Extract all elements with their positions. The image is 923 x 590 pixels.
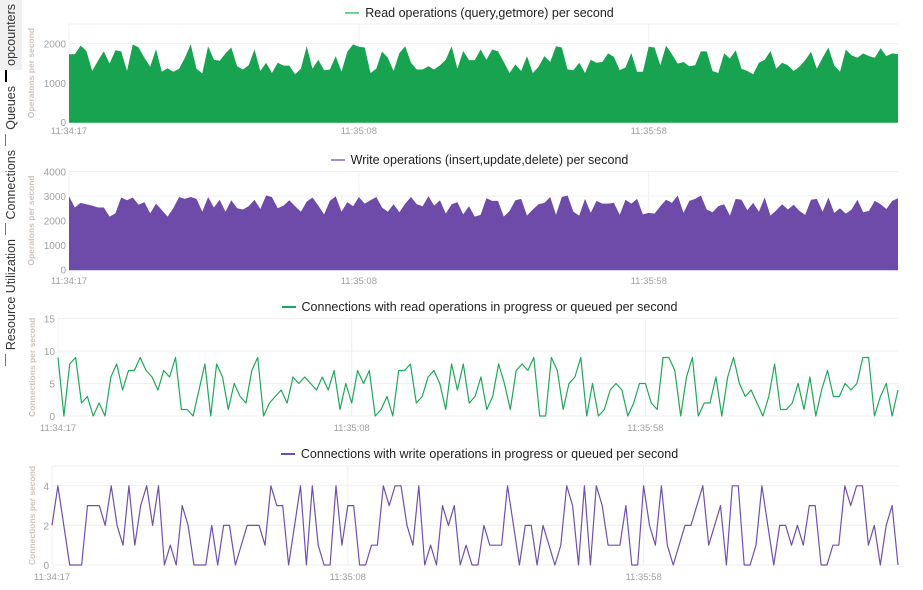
legend-line-icon bbox=[280, 452, 295, 455]
tab-divider bbox=[5, 354, 6, 367]
x-tick-label: 11:35:58 bbox=[631, 276, 667, 287]
tab-divider bbox=[5, 223, 6, 236]
chart-1: 0 1000 2000 3000 4000 Operatons per second 11:… bbox=[26, 168, 898, 287]
x-tick-label: 11:35:58 bbox=[631, 126, 667, 137]
chart-0: 0 1000 2000 Operatons per second 11:34:17 11:… bbox=[26, 23, 898, 137]
y-tick-label: 3000 bbox=[44, 192, 67, 203]
x-tick-label: 11:34:17 bbox=[40, 423, 76, 434]
legend-line-icon bbox=[330, 158, 345, 161]
y-tick-label: 0 bbox=[49, 412, 55, 423]
y-tick-label: 5 bbox=[49, 380, 55, 391]
x-tick-label: 11:35:08 bbox=[341, 126, 377, 137]
y-tick-label: 1000 bbox=[44, 79, 67, 90]
series-line bbox=[51, 485, 899, 566]
series-area bbox=[69, 44, 898, 122]
y-tick-label: 0 bbox=[60, 266, 66, 277]
series-area bbox=[69, 195, 898, 270]
legend-line-icon bbox=[281, 305, 296, 308]
legend-label: Connections with write operations in pro… bbox=[300, 447, 679, 461]
legend-label: Connections with read operations in prog… bbox=[301, 300, 678, 314]
x-tick-label: 11:34:17 bbox=[51, 276, 87, 287]
tab-opcounters[interactable]: opcounters bbox=[0, 0, 22, 70]
x-tick-label: 11:35:58 bbox=[625, 572, 661, 583]
chart-title-read-connections: Connections with read operations in prog… bbox=[0, 300, 923, 314]
y-axis-label: Connections per second bbox=[27, 318, 37, 417]
legend-label: Write operations (insert,update,delete) … bbox=[350, 153, 629, 167]
x-tick-label: 11:35:08 bbox=[341, 276, 377, 287]
legend-line-icon bbox=[345, 11, 360, 14]
chart-title-write-ops: Write operations (insert,update,delete) … bbox=[0, 153, 923, 167]
y-tick-label: 2000 bbox=[44, 217, 67, 228]
y-tick-label: 4000 bbox=[44, 168, 67, 179]
y-tick-label: 0 bbox=[60, 118, 66, 129]
legend-label: Read operations (query,getmore) per seco… bbox=[365, 6, 614, 20]
x-tick-label: 11:34:17 bbox=[34, 572, 70, 583]
x-tick-label: 11:35:58 bbox=[627, 423, 663, 434]
chart-title-write-connections: Connections with write operations in pro… bbox=[0, 447, 923, 461]
tab-strip: opcounters Queues Connections Resource U… bbox=[0, 0, 22, 367]
y-tick-label: 1000 bbox=[44, 241, 67, 252]
y-axis-label: Operatons per second bbox=[26, 28, 36, 118]
x-tick-label: 11:35:08 bbox=[330, 572, 366, 583]
y-tick-label: 4 bbox=[43, 482, 49, 493]
x-tick-label: 11:34:17 bbox=[51, 126, 87, 137]
y-tick-label: 0 bbox=[43, 561, 49, 572]
tab-active-indicator bbox=[5, 69, 7, 82]
tab-divider bbox=[5, 133, 6, 146]
y-tick-label: 2 bbox=[43, 521, 49, 532]
x-tick-label: 11:35:08 bbox=[334, 423, 370, 434]
y-tick-label: 15 bbox=[44, 315, 56, 326]
y-axis-label: Operatons per second bbox=[26, 175, 36, 265]
y-axis-label: Connections per second bbox=[27, 466, 37, 565]
series-line bbox=[57, 356, 899, 417]
chart-3: 0 2 4 Connections per second 11:34:17 11:35:0… bbox=[27, 465, 899, 583]
y-tick-label: 10 bbox=[44, 347, 56, 358]
y-tick-label: 2000 bbox=[44, 40, 67, 51]
chart-title-read-ops: Read operations (query,getmore) per seco… bbox=[0, 6, 923, 20]
